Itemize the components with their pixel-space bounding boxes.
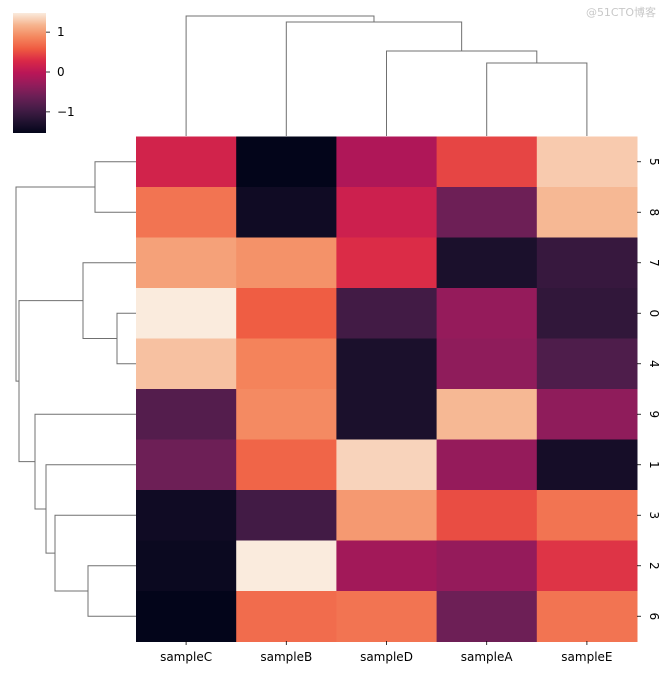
heatmap-cell: [336, 540, 438, 592]
x-tick-label: sampleC: [160, 650, 212, 664]
dendrogram-link: [15, 186, 95, 382]
y-tick-label: 7: [647, 259, 661, 267]
dendrogram-link: [94, 161, 136, 213]
heatmap-cell: [336, 187, 438, 238]
heatmap-cell: [336, 439, 438, 491]
heatmap-cell: [136, 591, 237, 642]
heatmap-cell: [136, 237, 237, 289]
x-tick-label: sampleD: [360, 650, 413, 664]
heatmap-cell: [336, 237, 438, 289]
x-tick-label: sampleE: [561, 650, 612, 664]
y-tick-label: 3: [647, 511, 661, 519]
dendrogram-link: [185, 15, 375, 136]
dendrogram-link: [486, 62, 588, 136]
heatmap-cell: [436, 389, 538, 440]
heatmap-cell: [236, 540, 337, 592]
heatmap-cell: [436, 540, 538, 592]
heatmap-cell: [536, 288, 638, 339]
colorbar-tick-label: 1: [57, 25, 65, 39]
heatmap-cell: [236, 389, 337, 440]
heatmap-cell: [536, 187, 638, 238]
dendrogram-link: [34, 413, 136, 510]
column-dendrogram: [185, 15, 588, 136]
heatmap-cell: [536, 237, 638, 289]
heatmap-cell: [436, 490, 538, 541]
x-tick-labels: sampleC sampleB sampleD sampleA sampleE: [160, 641, 613, 664]
colorbar-gradient: [13, 13, 46, 133]
heatmap-cell: [536, 490, 638, 541]
heatmap-cell: [236, 237, 337, 289]
y-tick-label: 6: [647, 612, 661, 620]
dendrogram-link: [87, 565, 136, 617]
heatmap-cell: [436, 288, 538, 339]
y-tick-label: 4: [647, 360, 661, 368]
heatmap-cell: [136, 540, 237, 592]
dendrogram-link: [285, 21, 463, 136]
heatmap-cell: [136, 338, 237, 390]
dendrogram-link: [45, 464, 136, 554]
heatmap-cell: [236, 288, 337, 339]
heatmap-cell: [536, 389, 638, 440]
heatmap-cell: [236, 136, 337, 188]
heatmap-cell: [136, 187, 237, 238]
heatmap-cell: [336, 288, 438, 339]
heatmap-cell: [536, 591, 638, 642]
heatmap-cell: [336, 490, 438, 541]
heatmap-cell: [436, 439, 538, 491]
y-tick-label: 0: [647, 309, 661, 317]
heatmap-cell: [236, 439, 337, 491]
heatmap-cell: [536, 338, 638, 390]
heatmap-cell: [136, 136, 237, 188]
y-tick-label: 1: [647, 461, 661, 469]
colorbar-tick-label: −1: [57, 105, 75, 119]
heatmap-cell: [436, 136, 538, 188]
row-dendrogram: [15, 161, 136, 617]
heatmap-cell: [136, 389, 237, 440]
heatmap-cell: [236, 490, 337, 541]
heatmap-cell: [336, 389, 438, 440]
x-tick-label: sampleB: [260, 650, 312, 664]
watermark: @51CTO博客: [586, 5, 656, 19]
heatmap-cell: [336, 591, 438, 642]
dendrogram-link: [54, 514, 136, 592]
heatmap-cell: [336, 136, 438, 188]
y-tick-label: 5: [647, 158, 661, 166]
heatmap-cell: [436, 338, 538, 390]
colorbar-tick-label: 0: [57, 65, 65, 79]
heatmap-cell: [436, 187, 538, 238]
y-tick-label: 2: [647, 562, 661, 570]
x-tick-label: sampleA: [461, 650, 514, 664]
y-tick-labels: 5 8 7 0 4 9 1 3 2 6: [637, 158, 661, 620]
heatmap-cells: [136, 136, 638, 642]
heatmap-cell: [136, 490, 237, 541]
heatmap-cell: [236, 338, 337, 390]
heatmap-cell: [336, 338, 438, 390]
colorbar: 1 0 −1: [13, 13, 75, 133]
heatmap-cell: [536, 540, 638, 592]
y-tick-label: 9: [647, 410, 661, 418]
heatmap-cell: [436, 591, 538, 642]
heatmap-cell: [536, 136, 638, 188]
heatmap-cell: [236, 187, 337, 238]
heatmap-cell: [136, 288, 237, 339]
dendrogram-link: [18, 300, 83, 463]
dendrogram-link: [116, 312, 136, 365]
dendrogram-link: [82, 262, 136, 339]
heatmap-cell: [536, 439, 638, 491]
heatmap-cell: [236, 591, 337, 642]
heatmap-cell: [436, 237, 538, 289]
heatmap-cell: [136, 439, 237, 491]
dendrogram-link: [386, 50, 538, 136]
y-tick-label: 8: [647, 208, 661, 216]
